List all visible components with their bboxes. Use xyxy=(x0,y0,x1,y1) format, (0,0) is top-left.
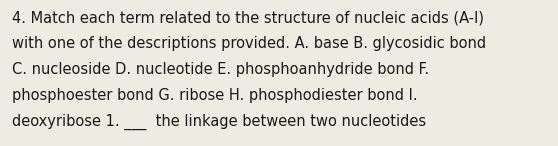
Text: C. nucleoside D. nucleotide E. phosphoanhydride bond F.: C. nucleoside D. nucleotide E. phosphoan… xyxy=(12,62,430,77)
Text: 4. Match each term related to the structure of nucleic acids (A-I): 4. Match each term related to the struct… xyxy=(12,10,484,25)
Text: with one of the descriptions provided. A. base B. glycosidic bond: with one of the descriptions provided. A… xyxy=(12,36,487,51)
Text: deoxyribose 1. ___  the linkage between two nucleotides: deoxyribose 1. ___ the linkage between t… xyxy=(12,114,426,130)
Text: phosphoester bond G. ribose H. phosphodiester bond I.: phosphoester bond G. ribose H. phosphodi… xyxy=(12,88,418,103)
